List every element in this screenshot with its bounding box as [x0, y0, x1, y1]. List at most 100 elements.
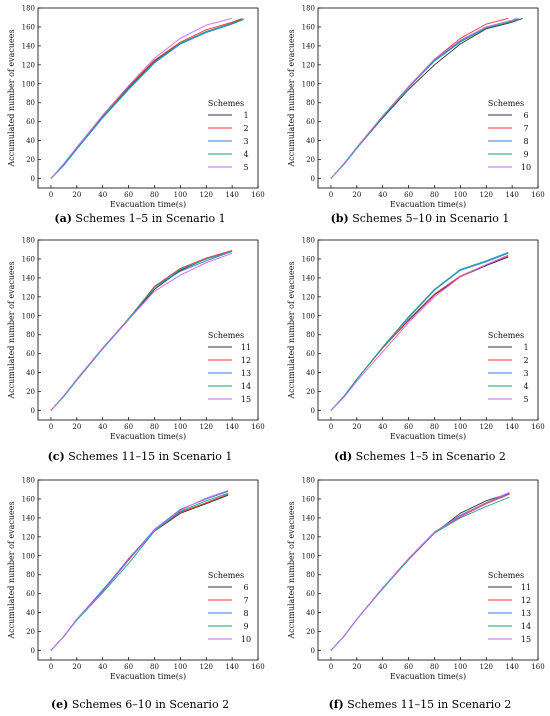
legend-label-6: 6: [523, 111, 528, 120]
figure-caption: (f) Schemes 11–15 in Scenario 2: [329, 698, 512, 711]
legend-label-15: 15: [241, 395, 251, 404]
y-tick-label: 0: [311, 647, 315, 655]
y-tick-label: 80: [26, 571, 35, 579]
plot-frame: [317, 239, 539, 421]
x-tick-label: 160: [531, 663, 544, 671]
legend-title: Schemes: [208, 331, 244, 340]
y-tick-label: 60: [306, 350, 315, 358]
y-tick-label: 140: [302, 42, 315, 50]
y-axis-label: Accumulated number of evacuees: [287, 261, 296, 399]
series-line-13: [50, 250, 233, 411]
caption-tag: (d): [334, 450, 352, 463]
caption-tag: (c): [48, 450, 65, 463]
legend-title: Schemes: [208, 571, 244, 580]
chart-panel-c: 0 20 40 60 80 100 120 140 160 0 20 40 60 80 100 120 140 1…: [7, 237, 265, 464]
x-tick-label: 120: [200, 191, 213, 199]
x-tick-label: 20: [72, 663, 81, 671]
caption-tag: (b): [331, 212, 349, 225]
caption-text: Schemes 1–5 in Scenario 1: [72, 212, 226, 225]
y-tick-label: 20: [26, 156, 35, 164]
x-tick-label: 100: [454, 663, 467, 671]
y-tick-label: 0: [31, 175, 35, 183]
chart-panel-b: 0 20 40 60 80 100 120 140 160 0 20 40 60 80 100 120 140 1…: [287, 5, 545, 226]
y-tick-label: 100: [22, 552, 35, 560]
plot-frame: [37, 479, 259, 661]
x-axis-label: Evacuation time(s): [390, 432, 466, 441]
series-line-12: [50, 249, 233, 411]
x-tick-label: 40: [98, 191, 107, 199]
y-axis-label: Accumulated number of evacuees: [287, 501, 296, 639]
series-line-4: [330, 251, 509, 411]
series-line-2: [330, 255, 509, 411]
figure-caption: (d) Schemes 1–5 in Scenario 2: [334, 450, 506, 463]
x-tick-label: 100: [174, 423, 187, 431]
y-tick-label: 0: [31, 407, 35, 415]
legend-label-2: 2: [523, 356, 528, 365]
x-tick-label: 120: [480, 663, 493, 671]
x-tick-label: 60: [404, 191, 413, 199]
x-tick-label: 80: [150, 191, 159, 199]
caption-tag: (a): [54, 212, 72, 225]
x-tick-label: 160: [251, 423, 264, 431]
legend-label-7: 7: [243, 596, 248, 605]
x-tick-label: 140: [505, 663, 518, 671]
y-tick-label: 80: [306, 571, 315, 579]
y-tick-label: 100: [302, 312, 315, 320]
x-tick-label: 120: [480, 191, 493, 199]
legend-label-7: 7: [523, 124, 528, 133]
y-tick-label: 120: [22, 533, 35, 541]
legend-title: Schemes: [488, 99, 524, 108]
series-line-7: [330, 17, 509, 179]
x-tick-label: 20: [352, 663, 361, 671]
x-tick-label: 60: [404, 663, 413, 671]
x-tick-label: 40: [378, 423, 387, 431]
figure-caption: (e) Schemes 6–10 in Scenario 2: [51, 698, 229, 711]
legend-label-3: 3: [523, 369, 528, 378]
x-tick-label: 40: [98, 423, 107, 431]
x-tick-label: 20: [72, 423, 81, 431]
legend-label-13: 13: [241, 369, 251, 378]
y-tick-label: 140: [302, 514, 315, 522]
x-axis-label: Evacuation time(s): [390, 200, 466, 209]
y-tick-label: 140: [302, 274, 315, 282]
y-tick-label: 180: [302, 237, 315, 245]
x-tick-label: 20: [352, 423, 361, 431]
y-tick-label: 0: [31, 647, 35, 655]
y-tick-label: 60: [26, 118, 35, 126]
y-tick-label: 160: [302, 255, 315, 263]
series-line-9: [50, 492, 229, 651]
y-tick-label: 120: [302, 533, 315, 541]
x-tick-label: 0: [49, 191, 53, 199]
legend-label-10: 10: [521, 163, 531, 172]
series-line-9: [330, 18, 519, 179]
y-tick-label: 100: [22, 312, 35, 320]
y-tick-label: 60: [26, 590, 35, 598]
series-line-14: [50, 250, 233, 411]
legend-label-9: 9: [523, 150, 528, 159]
y-tick-label: 40: [306, 609, 315, 617]
y-tick-label: 60: [26, 350, 35, 358]
x-tick-label: 40: [378, 191, 387, 199]
y-tick-label: 20: [306, 388, 315, 396]
y-tick-label: 160: [22, 255, 35, 263]
x-tick-label: 0: [49, 663, 53, 671]
y-axis-label: Accumulated number of evacuees: [7, 501, 16, 639]
x-tick-label: 80: [430, 191, 439, 199]
y-tick-label: 120: [22, 61, 35, 69]
series-line-10: [50, 489, 229, 651]
x-tick-label: 40: [378, 663, 387, 671]
series-line-10: [330, 17, 517, 179]
series-line-12: [330, 493, 510, 651]
y-tick-label: 0: [311, 175, 315, 183]
y-tick-label: 40: [26, 369, 35, 377]
series-line-15: [330, 491, 510, 651]
legend-label-2: 2: [243, 124, 248, 133]
chart-panel-f: 0 20 40 60 80 100 120 140 160 0 20 40 60 80 100 120 140 1…: [287, 477, 545, 712]
caption-text: Schemes 11–15 in Scenario 1: [65, 450, 233, 463]
x-tick-label: 140: [225, 423, 238, 431]
y-tick-label: 140: [22, 514, 35, 522]
y-tick-label: 180: [22, 477, 35, 485]
legend-label-1: 1: [243, 111, 248, 120]
y-tick-label: 20: [306, 628, 315, 636]
y-tick-label: 40: [26, 609, 35, 617]
